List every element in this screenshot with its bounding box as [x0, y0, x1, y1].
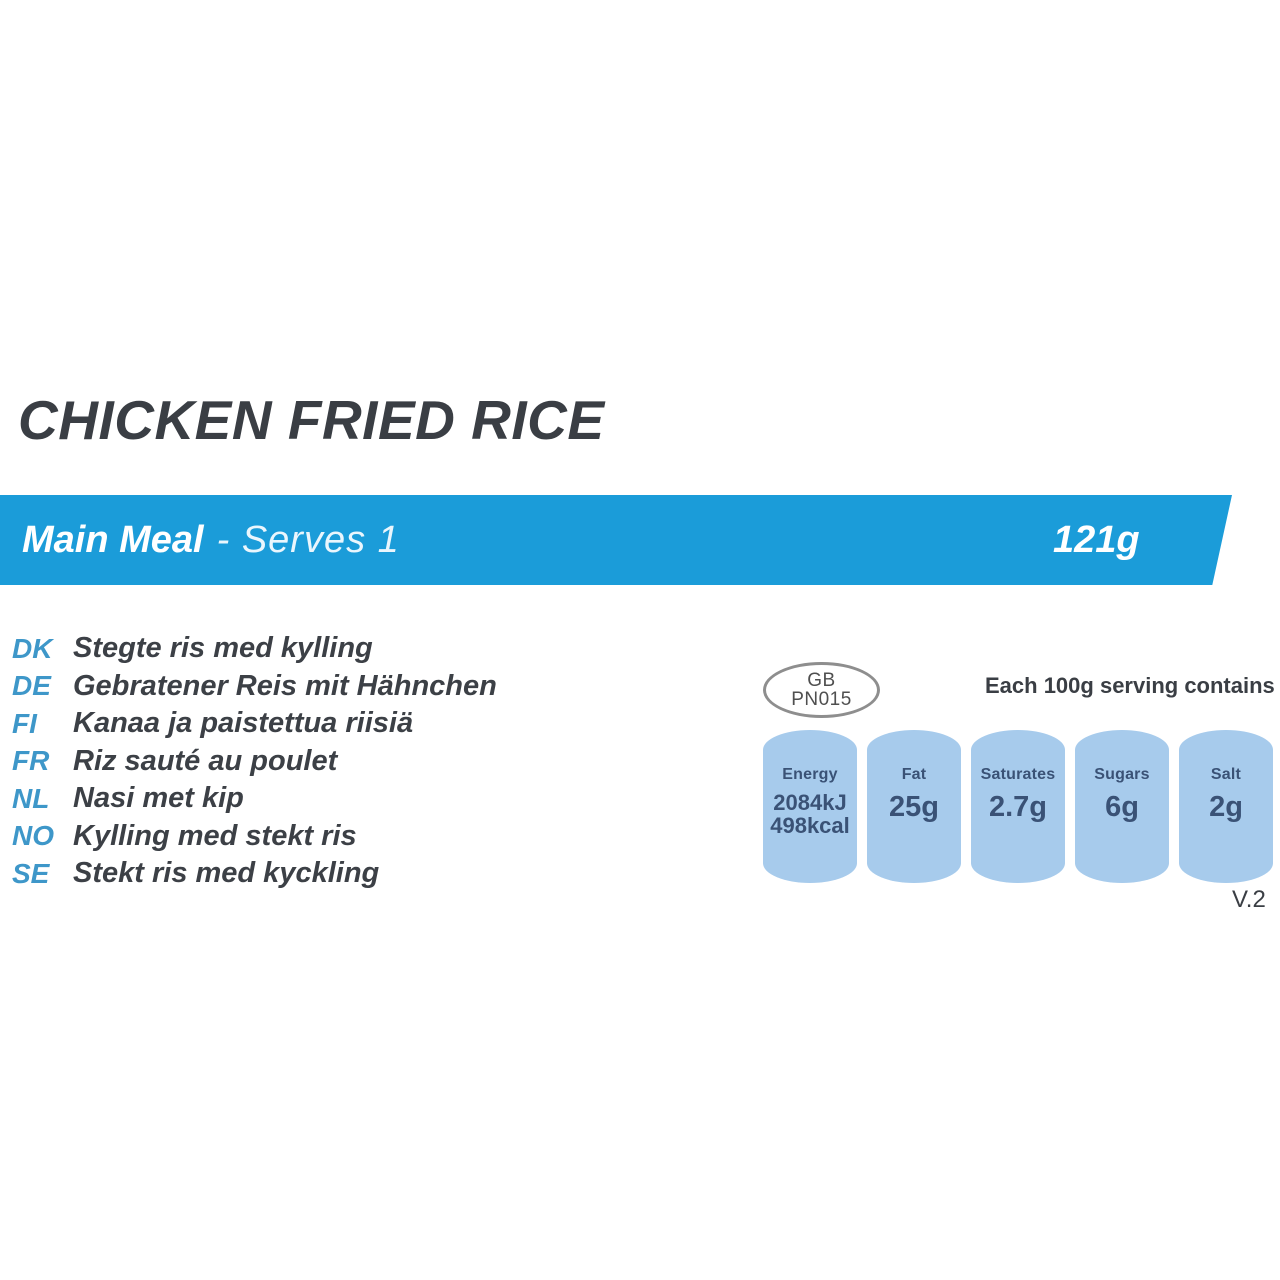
language-code: SE — [12, 857, 50, 889]
language-code: NL — [12, 782, 50, 814]
product-title: CHICKEN FRIED RICE — [18, 389, 605, 451]
translation-row: NL Nasi met kip — [0, 780, 497, 818]
translation-row: DE Gebratener Reis mit Hähnchen — [0, 668, 497, 706]
language-code: FR — [12, 745, 50, 777]
nutrition-pill-salt: Salt 2g — [1179, 730, 1273, 883]
category-banner: Main Meal - Serves 1 121g — [0, 495, 1232, 585]
translation-row: FR Riz sauté au poulet — [0, 743, 497, 781]
badge-code: PN015 — [791, 689, 852, 710]
meal-type: Main Meal - Serves 1 — [22, 495, 400, 585]
pill-value: 2.7g — [988, 791, 1048, 823]
translation-text: Stegte ris med kylling — [73, 632, 373, 665]
language-code: DE — [12, 670, 51, 702]
language-code: DK — [12, 632, 53, 664]
language-code: FI — [12, 707, 37, 739]
language-code: NO — [12, 820, 54, 852]
translation-row: SE Stekt ris med kyckling — [0, 855, 497, 893]
nutrition-pills: Energy 2084kJ 498kcal Fat 25g Saturates … — [763, 730, 1273, 883]
badge-country: GB — [807, 670, 836, 691]
nutrition-pill-saturates: Saturates 2.7g — [971, 730, 1065, 883]
pill-value: 25g — [889, 791, 939, 823]
serving-heading: Each 100g serving contains — [985, 673, 1275, 698]
translation-text: Gebratener Reis mit Hähnchen — [73, 669, 497, 702]
translation-text: Stekt ris med kyckling — [73, 857, 380, 890]
meal-type-label: Main Meal — [22, 518, 204, 561]
translation-text: Kylling med stekt ris — [73, 819, 357, 852]
pill-value: 2084kJ 498kcal — [763, 791, 857, 837]
nutrition-pill-sugars: Sugars 6g — [1075, 730, 1169, 883]
translation-row: NO Kylling med stekt ris — [0, 818, 497, 856]
version-number: V.2 — [1232, 886, 1266, 913]
serves-label: - Serves 1 — [216, 518, 400, 561]
pill-value: 6g — [1105, 791, 1139, 823]
pill-label: Saturates — [980, 766, 1056, 783]
pill-label: Salt — [1210, 766, 1242, 783]
translation-text: Nasi met kip — [73, 782, 244, 815]
pill-label: Energy — [782, 766, 838, 783]
translation-list: DK Stegte ris med kylling DE Gebratener … — [0, 630, 497, 893]
translation-row: FI Kanaa ja paistettua riisiä — [0, 705, 497, 743]
net-weight: 121g — [1053, 518, 1140, 561]
energy-kj: 2084kJ — [773, 790, 847, 815]
nutrition-pill-energy: Energy 2084kJ 498kcal — [763, 730, 857, 883]
pill-label: Fat — [901, 766, 927, 783]
translation-row: DK Stegte ris med kylling — [0, 630, 497, 668]
approval-oval-badge: GB PN015 — [763, 662, 880, 718]
translation-text: Riz sauté au poulet — [73, 744, 338, 777]
translation-text: Kanaa ja paistettua riisiä — [73, 707, 414, 740]
pill-value: 2g — [1209, 791, 1243, 823]
nutrition-pill-fat: Fat 25g — [867, 730, 961, 883]
energy-kcal: 498kcal — [770, 813, 850, 838]
pill-label: Sugars — [1094, 766, 1150, 783]
